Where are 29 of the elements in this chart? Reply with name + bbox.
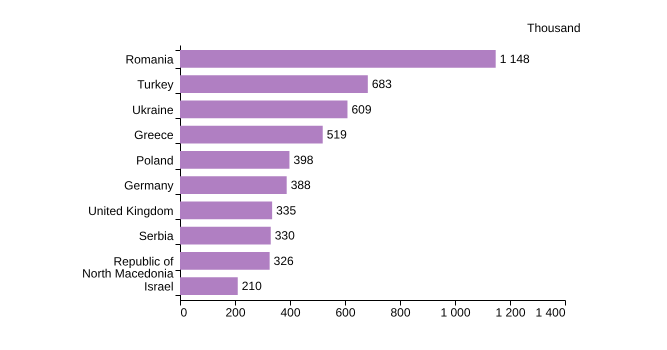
x-tick-label: 600 (335, 306, 356, 320)
y-tick-label: Turkey (137, 78, 174, 92)
text: Thousand (527, 21, 580, 35)
x-tick-label: 400 (280, 306, 301, 320)
y-tick-label: United Kingdom (88, 204, 174, 218)
y-tick-label: Greece (134, 128, 174, 142)
data-label: 326 (274, 254, 294, 268)
data-label: 398 (293, 152, 314, 167)
x-tick-label: 1 400 (535, 306, 566, 320)
data-label: 210 (242, 279, 262, 294)
data-label: 388 (290, 178, 312, 192)
x-tick-label: 800 (390, 306, 411, 320)
data-label: 1 148 (500, 52, 530, 66)
y-tick-label: Poland (136, 153, 174, 168)
x-tick-label: 1 200 (495, 306, 526, 320)
y-tick-label: Romania (125, 52, 174, 66)
y-tick-label: Serbia (138, 229, 174, 244)
data-label: 519 (326, 128, 348, 142)
data-label: 683 (372, 77, 392, 92)
data-label: 609 (351, 102, 372, 116)
x-tick-label: 1 000 (440, 306, 471, 320)
x-tick-label: 200 (225, 306, 246, 320)
data-label: 335 (276, 203, 296, 218)
y-tick-label: Germany (124, 178, 174, 193)
x-tick-label: 0 (180, 306, 188, 320)
data-label: 330 (274, 228, 296, 243)
y-tick-label: Republic of North Macedonia (82, 254, 174, 280)
y-tick-label: Israel (144, 280, 174, 294)
y-tick-label: Ukraine (132, 102, 174, 117)
